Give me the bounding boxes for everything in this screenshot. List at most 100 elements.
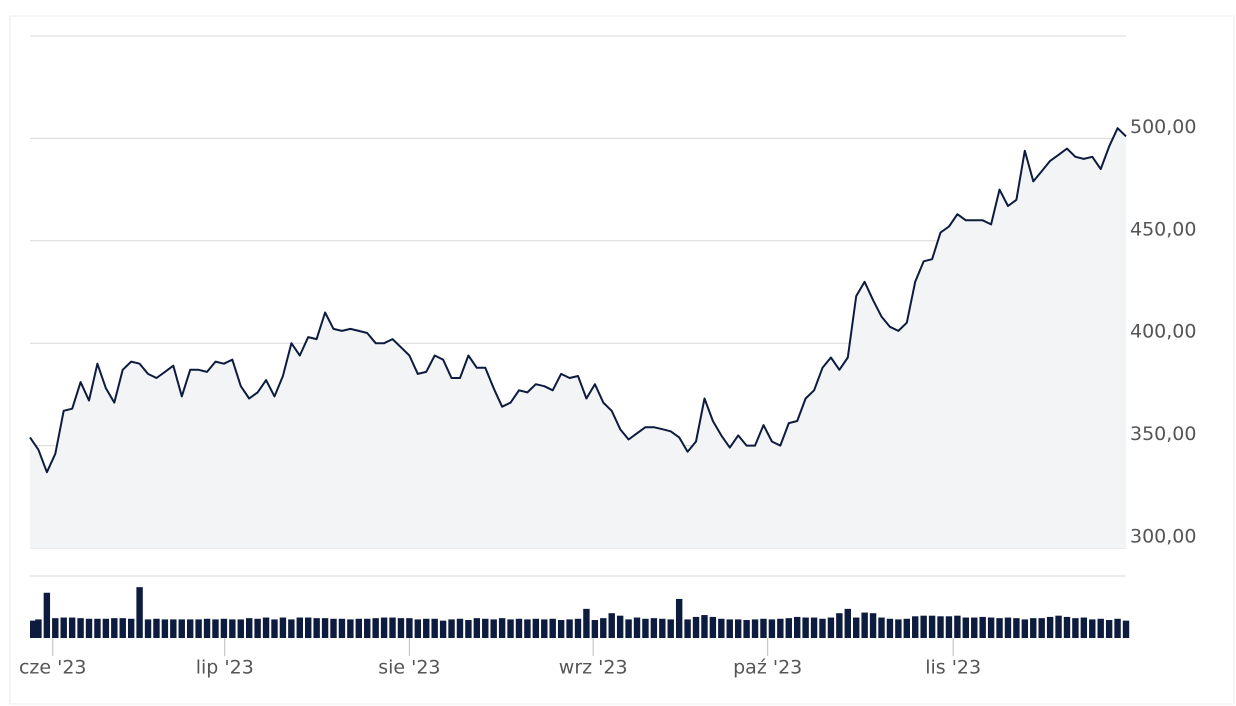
volume-bar — [279, 617, 287, 638]
volume-bar — [701, 615, 708, 638]
volume-bar — [482, 618, 489, 638]
volume-bar — [94, 618, 101, 638]
volume-bar — [186, 619, 194, 638]
volume-bar — [448, 619, 455, 638]
volume-bar — [1013, 618, 1020, 638]
volume-bar — [203, 618, 211, 638]
volume-bar — [785, 618, 792, 638]
volume-bar — [372, 618, 379, 638]
volume-bar — [355, 618, 363, 638]
volume-bar — [861, 612, 868, 638]
volume-bar — [473, 618, 481, 638]
volume-bar — [659, 618, 666, 638]
volume-bar — [498, 618, 506, 638]
volume-bar — [583, 608, 590, 638]
volume-bar — [541, 619, 548, 638]
volume-bar — [364, 618, 371, 638]
x-tick-label: lis '23 — [925, 657, 981, 679]
x-tick-label: paź '23 — [733, 657, 802, 679]
volume-bar — [557, 620, 565, 638]
volume-bar — [136, 587, 143, 638]
volume-bar — [718, 618, 725, 638]
volume-bar — [30, 620, 37, 638]
volume-bar — [692, 616, 700, 638]
volume-bar — [608, 613, 615, 638]
volume-bar — [102, 618, 110, 638]
volume-bar — [43, 592, 51, 638]
volume-bar — [144, 619, 152, 638]
volume-bar — [819, 618, 826, 638]
volume-bar — [768, 619, 776, 638]
volume-bar — [465, 620, 472, 638]
volume-bar — [633, 617, 641, 638]
volume-bar — [600, 618, 607, 638]
volume-bar — [709, 616, 717, 638]
volume-bar — [254, 618, 261, 638]
volume-bar — [305, 617, 312, 638]
volume-bar — [153, 618, 160, 638]
volume-bar — [330, 618, 337, 638]
volume-bar — [684, 619, 691, 638]
volume-bar — [1030, 618, 1037, 638]
volume-bar — [111, 618, 118, 638]
volume-bar — [827, 617, 835, 638]
volume-bar — [271, 619, 278, 638]
volume-bar — [397, 618, 405, 638]
volume-bar — [77, 618, 84, 638]
volume-bar — [878, 617, 885, 638]
volume-bar — [895, 619, 902, 638]
volume-bar — [836, 613, 843, 638]
volume-bar — [987, 617, 995, 638]
volume-bar — [642, 618, 649, 638]
volume-bar — [920, 615, 927, 638]
volume-bar — [886, 618, 894, 638]
volume-bar — [667, 619, 674, 638]
volume-bar — [490, 619, 497, 638]
volume-bar — [1080, 617, 1088, 638]
volume-bar — [1004, 617, 1012, 638]
volume-bar — [524, 619, 531, 638]
volume-bar — [507, 619, 514, 638]
volume-bar — [119, 618, 126, 638]
volume-bar — [431, 618, 438, 638]
volume-bar — [1038, 618, 1045, 638]
volume-bar — [1055, 615, 1062, 638]
price-line — [29, 127, 1127, 474]
volume-bar — [760, 618, 767, 638]
volume-bar — [962, 617, 970, 638]
volume-bar — [178, 619, 185, 638]
volume-bar — [1089, 619, 1096, 638]
volume-bar — [52, 618, 59, 638]
y-tick-label: 500,00 — [1130, 116, 1196, 138]
price-area — [30, 128, 1126, 548]
volume-bar — [616, 615, 624, 638]
x-tick-label: sie '23 — [378, 657, 440, 679]
volume-bar — [549, 618, 556, 638]
volume-bar — [1122, 620, 1130, 638]
volume-bar — [743, 620, 750, 638]
chart-frame — [9, 15, 1235, 705]
volume-bar — [262, 617, 270, 638]
volume-bar — [650, 618, 658, 638]
volume-bar — [296, 617, 303, 638]
volume-bar — [423, 618, 430, 638]
volume-bar — [515, 618, 523, 638]
volume-bar — [844, 608, 851, 638]
volume-bar — [60, 617, 67, 638]
volume-bar — [625, 619, 632, 638]
x-tick-label: lip '23 — [196, 657, 254, 679]
volume-bar — [1063, 616, 1071, 638]
volume-bar — [726, 619, 733, 638]
volume-bar — [591, 620, 599, 638]
volume-bar — [928, 615, 936, 638]
volume-bar — [85, 618, 93, 638]
volume-bar — [793, 616, 801, 638]
volume-bar — [574, 618, 582, 638]
volume-bar — [734, 619, 742, 638]
volume-bar — [389, 617, 396, 638]
volume-bar — [35, 619, 42, 638]
volume-bar — [954, 615, 961, 638]
volume-bar — [313, 618, 320, 638]
volume-bar — [566, 619, 573, 638]
